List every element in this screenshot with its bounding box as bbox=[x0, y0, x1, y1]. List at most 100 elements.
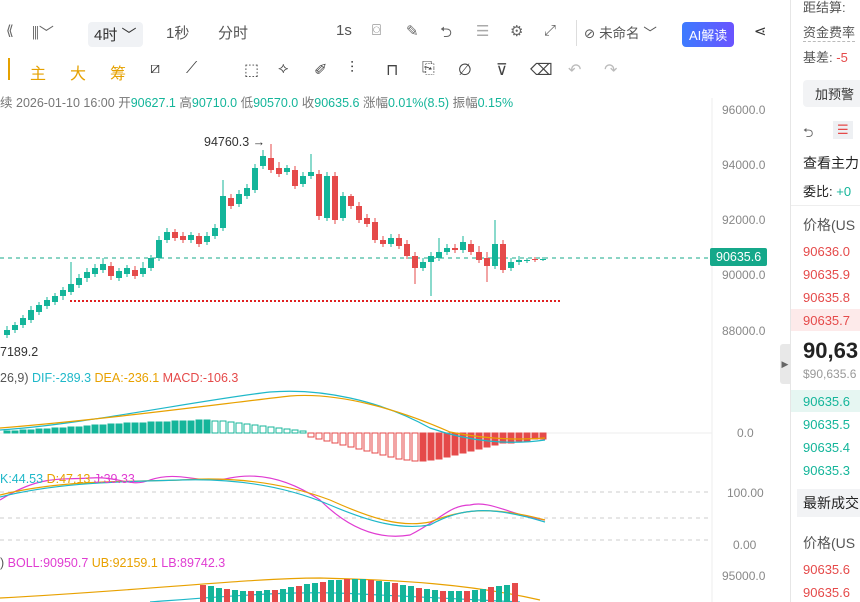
draw-line-icon[interactable]: ⟋ bbox=[186, 60, 198, 77]
fullscreen-icon[interactable]: ⤢ bbox=[544, 22, 557, 39]
bid-price[interactable]: 90635.5 bbox=[803, 417, 850, 432]
commit-ratio-label: 委比: bbox=[803, 184, 833, 199]
macd-bar bbox=[3, 430, 11, 434]
panel-collapse-handle[interactable]: ▶ bbox=[780, 344, 790, 384]
candle-body bbox=[348, 196, 354, 206]
filter-icon[interactable]: ⊽ bbox=[496, 62, 508, 79]
note-icon[interactable]: ⎘ bbox=[422, 60, 435, 77]
interval-select[interactable]: 4时 ﹀ bbox=[88, 22, 143, 47]
candle-body bbox=[436, 252, 442, 258]
view-main-force[interactable]: 查看主力 bbox=[803, 155, 859, 171]
macd-bar bbox=[91, 424, 99, 434]
macd-bar bbox=[267, 426, 275, 434]
candlestick-chart[interactable] bbox=[0, 0, 790, 602]
boll-candle bbox=[504, 585, 510, 602]
ruler-icon[interactable]: ⟡ bbox=[278, 60, 289, 77]
collapse-icon[interactable]: ⟪ bbox=[6, 22, 14, 38]
high-marker-value: 94760.3 bbox=[204, 135, 250, 149]
candle-body bbox=[388, 238, 394, 244]
lock-icon[interactable]: ⊓ bbox=[386, 62, 399, 79]
candle-body bbox=[484, 258, 490, 266]
candle-body bbox=[340, 196, 346, 218]
interval-time-share[interactable]: 分时 bbox=[218, 25, 249, 42]
candle-type-icon[interactable]: ⫼﹀ bbox=[32, 25, 54, 42]
ask-price[interactable]: 90635.9 bbox=[803, 267, 850, 282]
bid-price[interactable]: 90635.6 bbox=[803, 394, 850, 409]
chart-area[interactable]: ⟪ ⫼﹀ 4时 ﹀ 1秒 分时 1s ⌼ ✎ ⮌ ☰ ⚙ ⤢ ⊘ 未命名 ﹀ A… bbox=[0, 0, 790, 602]
toggle-main[interactable]: 主 bbox=[30, 66, 47, 83]
macd-bar bbox=[67, 426, 75, 434]
ai-interpret-button[interactable]: AI解读 bbox=[682, 22, 735, 47]
boll-candle bbox=[336, 580, 342, 602]
pen-icon[interactable]: ✎ bbox=[406, 23, 419, 40]
boll-candle bbox=[264, 590, 270, 602]
layout-name: 未命名 bbox=[599, 26, 640, 41]
ask-price[interactable]: 90635.8 bbox=[803, 290, 850, 305]
boll-candle bbox=[496, 586, 502, 602]
bid-price[interactable]: 90635.4 bbox=[803, 440, 850, 455]
price-tick: 94000.0 bbox=[722, 158, 766, 172]
boll-candle bbox=[440, 591, 446, 602]
book-view-icon[interactable]: ☰ bbox=[833, 121, 853, 139]
candle-body bbox=[476, 252, 482, 260]
candle-body bbox=[412, 256, 418, 268]
bid-price[interactable]: 90635.3 bbox=[803, 463, 850, 478]
macd-bar bbox=[211, 420, 219, 434]
candle-body bbox=[28, 310, 34, 320]
share-icon[interactable]: ⋖ bbox=[754, 23, 767, 40]
candle-body bbox=[180, 236, 186, 240]
cursor-icon[interactable]: ⬚ bbox=[244, 62, 260, 79]
toggle-large[interactable]: 大 bbox=[70, 66, 87, 83]
camera-icon[interactable]: ⌼ bbox=[372, 22, 382, 39]
boll-tick: 95000.0 bbox=[722, 569, 766, 583]
macd-bar bbox=[491, 432, 499, 446]
reply-icon[interactable]: ⮌ bbox=[440, 24, 453, 41]
macd-bar bbox=[27, 429, 35, 434]
boll-candle bbox=[472, 590, 478, 602]
ask-price[interactable]: 90635.7 bbox=[803, 313, 850, 328]
latest-trades-tab[interactable]: 最新成交 bbox=[797, 489, 860, 517]
macd-bar bbox=[355, 432, 363, 450]
macd-bar bbox=[195, 419, 203, 434]
macd-bar bbox=[243, 423, 251, 434]
boll-mid-line bbox=[149, 592, 521, 602]
settings-icon[interactable]: ⚙ bbox=[510, 23, 524, 40]
macd-bar bbox=[507, 432, 515, 444]
macd-bar bbox=[299, 430, 307, 434]
macd-bar bbox=[219, 420, 227, 434]
ask-price[interactable]: 90636.0 bbox=[803, 244, 850, 259]
candle-body bbox=[100, 264, 106, 270]
interval-1s[interactable]: 1秒 bbox=[166, 25, 190, 42]
macd-bar bbox=[179, 420, 187, 434]
low-label: 低 bbox=[240, 96, 254, 110]
boll-candle bbox=[464, 591, 470, 602]
funding-rate-label: 资金费率 bbox=[803, 22, 856, 42]
brush-icon[interactable]: ✐ bbox=[314, 62, 328, 79]
toggle-chips[interactable]: 筹 bbox=[110, 66, 127, 83]
macd-bar bbox=[139, 422, 147, 434]
flip-icon[interactable]: ⮌ bbox=[803, 125, 814, 140]
boll-lb: LB:89742.3 bbox=[161, 556, 226, 570]
boll-candle bbox=[456, 591, 462, 602]
open-value: 90627.1 bbox=[130, 96, 176, 110]
layout-select[interactable]: ⊘ 未命名 ﹀ bbox=[584, 26, 657, 41]
pattern-icon[interactable]: ⫶ bbox=[350, 60, 355, 77]
candle-body bbox=[52, 296, 58, 302]
low-marker: 7189.2 bbox=[0, 345, 39, 359]
list-icon[interactable]: ☰ bbox=[476, 23, 490, 40]
magnet-icon[interactable]: ∅ bbox=[458, 62, 472, 79]
price-tick: 90000.0 bbox=[722, 268, 766, 282]
boll-candle bbox=[384, 582, 390, 602]
change-value: 0.01%(8.5) bbox=[387, 96, 450, 110]
undo-icon[interactable]: ↶ bbox=[568, 62, 582, 79]
price-tick: 88000.0 bbox=[722, 324, 766, 338]
add-alert-button[interactable]: 加预警 bbox=[803, 80, 860, 107]
candle-body bbox=[404, 244, 410, 256]
kdj-bottom-label: 0.00 bbox=[733, 538, 757, 552]
indicator-icon[interactable]: ⧄ bbox=[150, 60, 161, 77]
trash-icon[interactable]: ⌫ bbox=[530, 62, 553, 79]
order-book-panel: 距结算: 资金费率 基差: -5 加预警 ⮌ ☰ 查看主力 委比: +0 价格(… bbox=[790, 0, 860, 602]
ohlc-info: 续 2026-01-10 16:00 开90627.1 高90710.0 低90… bbox=[0, 92, 513, 111]
redo-icon[interactable]: ↷ bbox=[604, 62, 618, 79]
resolution-1s[interactable]: 1s bbox=[336, 22, 352, 39]
